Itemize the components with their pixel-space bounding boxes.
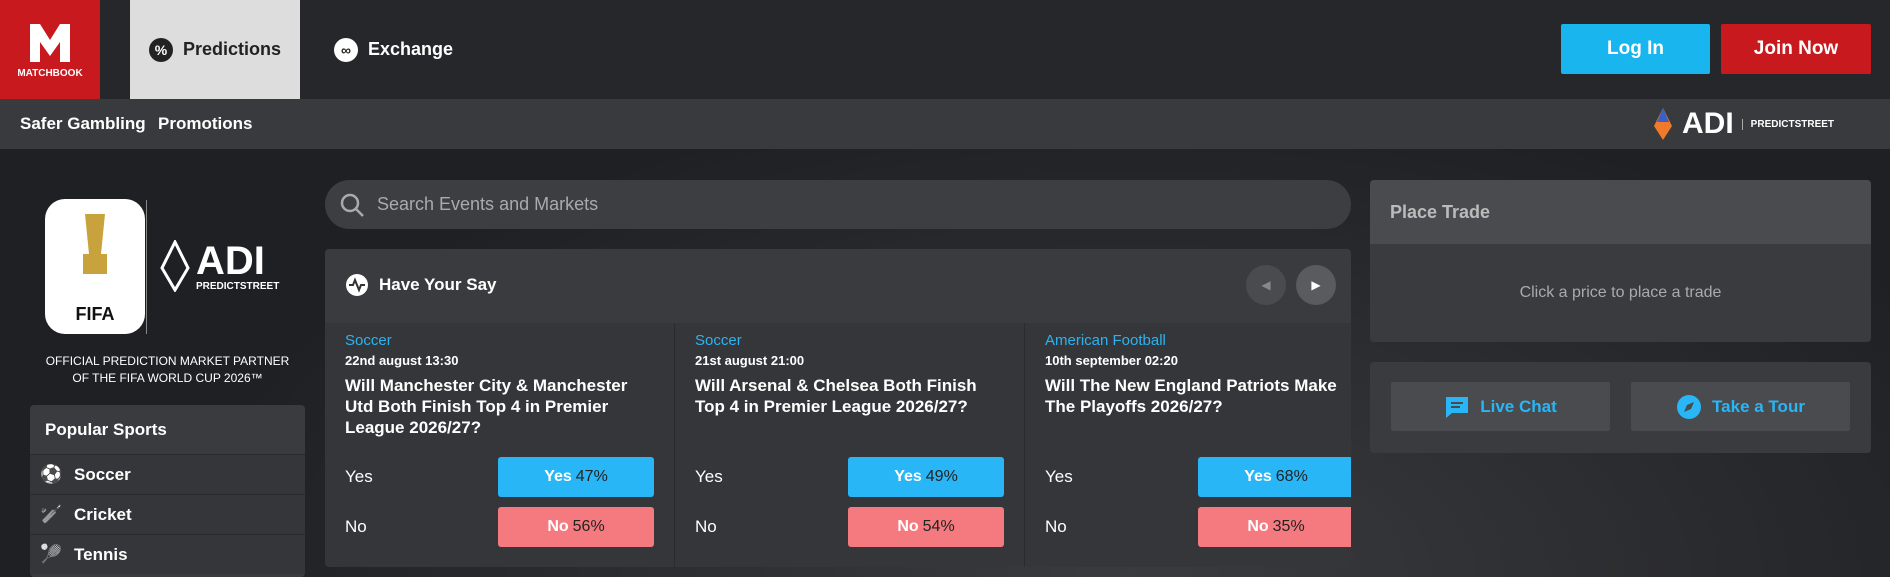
tab-label: Exchange [368, 39, 454, 59]
date: 21st august 21:00 [695, 353, 805, 368]
icon: ∞ [334, 37, 358, 62]
search-icon [340, 193, 364, 217]
no-label: No [1045, 517, 1067, 536]
sport: Soccer [695, 332, 742, 349]
popular-sports: Popular Sports ⚽ Soccer 🏏 Cricket 🎾 Tennis [30, 405, 305, 577]
question: Will Arsenal & Chelsea Both Finish Top 4… [695, 376, 977, 416]
market-card: American Football 10th september 02:20 Wil… [1025, 323, 1351, 567]
login-button[interactable]: Log In [1561, 24, 1710, 74]
sport-item[interactable]: 🎾 Tennis [30, 534, 305, 574]
button-pct: 56% [572, 518, 605, 535]
button-label: Take a Tour [1712, 396, 1805, 416]
trophy [83, 214, 107, 274]
button-pct: 68% [1275, 468, 1308, 485]
title-text: Have Your Say [379, 275, 497, 294]
divider [146, 200, 147, 334]
market-card: Soccer 22nd august 13:30 Will Manchester C… [325, 323, 675, 567]
icon: % [148, 37, 173, 62]
yes-button[interactable]: Yes 47% [498, 457, 654, 497]
yes-button[interactable]: Yes 68% [1198, 457, 1351, 497]
have-your-say: Have Your Say ◀ ▶ Soccer 22nd august 13:3… [325, 249, 1351, 567]
svg-text:%: % [155, 42, 168, 58]
tab-predictions[interactable]: % Predictions [130, 0, 300, 99]
button-text: Yes [1244, 468, 1272, 485]
panel-header [325, 249, 1351, 323]
sport-name: Cricket [74, 504, 132, 524]
partner-sub: PREDICTSTREET [1741, 118, 1834, 130]
logo-mark [30, 24, 70, 62]
subnav-link[interactable]: Promotions [158, 114, 253, 133]
yes-label: Yes [1045, 467, 1073, 486]
help-panel: Live Chat Take a Tour [1370, 362, 1871, 453]
yes-label: Yes [345, 467, 373, 486]
question: Will The New England Patriots Make The P… [1045, 376, 1337, 416]
button-text: No [897, 518, 919, 535]
button-text: Yes [544, 468, 572, 485]
sport-name: Soccer [74, 464, 131, 484]
svg-text:∞: ∞ [341, 42, 351, 58]
question: Will Manchester City & Manchester Utd Bo… [345, 376, 628, 437]
button-pct: 35% [1272, 518, 1305, 535]
search-placeholder: Search Events and Markets [377, 194, 599, 214]
tour-button[interactable]: Take a Tour [1631, 382, 1850, 431]
button-text: No [547, 518, 569, 535]
icon [346, 274, 368, 296]
partner-sub: PREDICTSTREET [196, 280, 280, 292]
sport: American Football [1045, 332, 1166, 349]
market-card: Soccer 21st august 21:00 Will Arsenal & Ch… [675, 323, 1025, 567]
partner-name: ADI [196, 238, 265, 283]
sport: Soccer [345, 332, 392, 349]
icon [1446, 396, 1469, 418]
hint: Click a price to place a trade [1519, 284, 1722, 301]
fifa-emblem: FIFA [45, 199, 145, 334]
icon [160, 240, 190, 292]
sport-item[interactable]: ⚽ Soccer [30, 454, 305, 494]
banner-partner: ADI PREDICTSTREET [160, 240, 279, 292]
button-text: Yes [894, 468, 922, 485]
yes-button[interactable]: Yes 49% [848, 457, 1004, 497]
partner-logo: ADI PREDICTSTREET [1652, 105, 1834, 143]
date: 10th september 02:20 [1045, 353, 1178, 368]
no-button[interactable]: No 54% [848, 507, 1004, 547]
next-button[interactable]: ▶ [1296, 265, 1336, 305]
panel-title: Have Your Say [345, 273, 497, 297]
logo[interactable]: MATCHBOOK [0, 0, 100, 99]
tab-label: Predictions [182, 39, 282, 59]
subnav-link[interactable]: Safer Gambling [20, 114, 146, 133]
sport-icon: 🎾 [40, 544, 63, 564]
sport-item[interactable]: 🏏 Cricket [30, 494, 305, 534]
no-label: No [345, 517, 367, 536]
logo-text: MATCHBOOK [17, 68, 83, 79]
join-button[interactable]: Join Now [1721, 24, 1871, 74]
button-text: No [1247, 518, 1269, 535]
caption-line: OF THE FIFA WORLD CUP 2026™ [72, 371, 263, 385]
fifa-text: FIFA [75, 304, 115, 324]
sport-name: Tennis [74, 544, 128, 564]
no-label: No [695, 517, 717, 536]
button-pct: 54% [922, 518, 955, 535]
sport-icon: ⚽ [40, 464, 63, 484]
prev-button[interactable]: ◀ [1246, 265, 1286, 305]
yes-label: Yes [695, 467, 723, 486]
button-pct: 47% [575, 468, 608, 485]
panel-title: Place Trade [1370, 180, 1871, 244]
caption-line: OFFICIAL PREDICTION MARKET PARTNER [45, 354, 290, 368]
tab-exchange[interactable]: ∞ Exchange [334, 0, 453, 99]
date: 22nd august 13:30 [345, 353, 459, 368]
no-button[interactable]: No 35% [1198, 507, 1351, 547]
panel-title: Popular Sports [45, 419, 167, 439]
banner-caption: OFFICIAL PREDICTION MARKET PARTNER OF TH… [30, 353, 305, 387]
icon [1654, 108, 1672, 140]
live-chat-button[interactable]: Live Chat [1391, 382, 1610, 431]
place-trade: Place Trade Click a price to place a tra… [1370, 180, 1871, 342]
button-label: Live Chat [1480, 396, 1557, 416]
icon [1677, 394, 1702, 419]
subnav [0, 99, 1890, 149]
partner-name: ADI [1682, 107, 1734, 140]
sport-icon: 🏏 [40, 504, 63, 524]
button-pct: 49% [925, 468, 958, 485]
search-box[interactable]: Search Events and Markets [325, 180, 1351, 229]
no-button[interactable]: No 56% [498, 507, 654, 547]
